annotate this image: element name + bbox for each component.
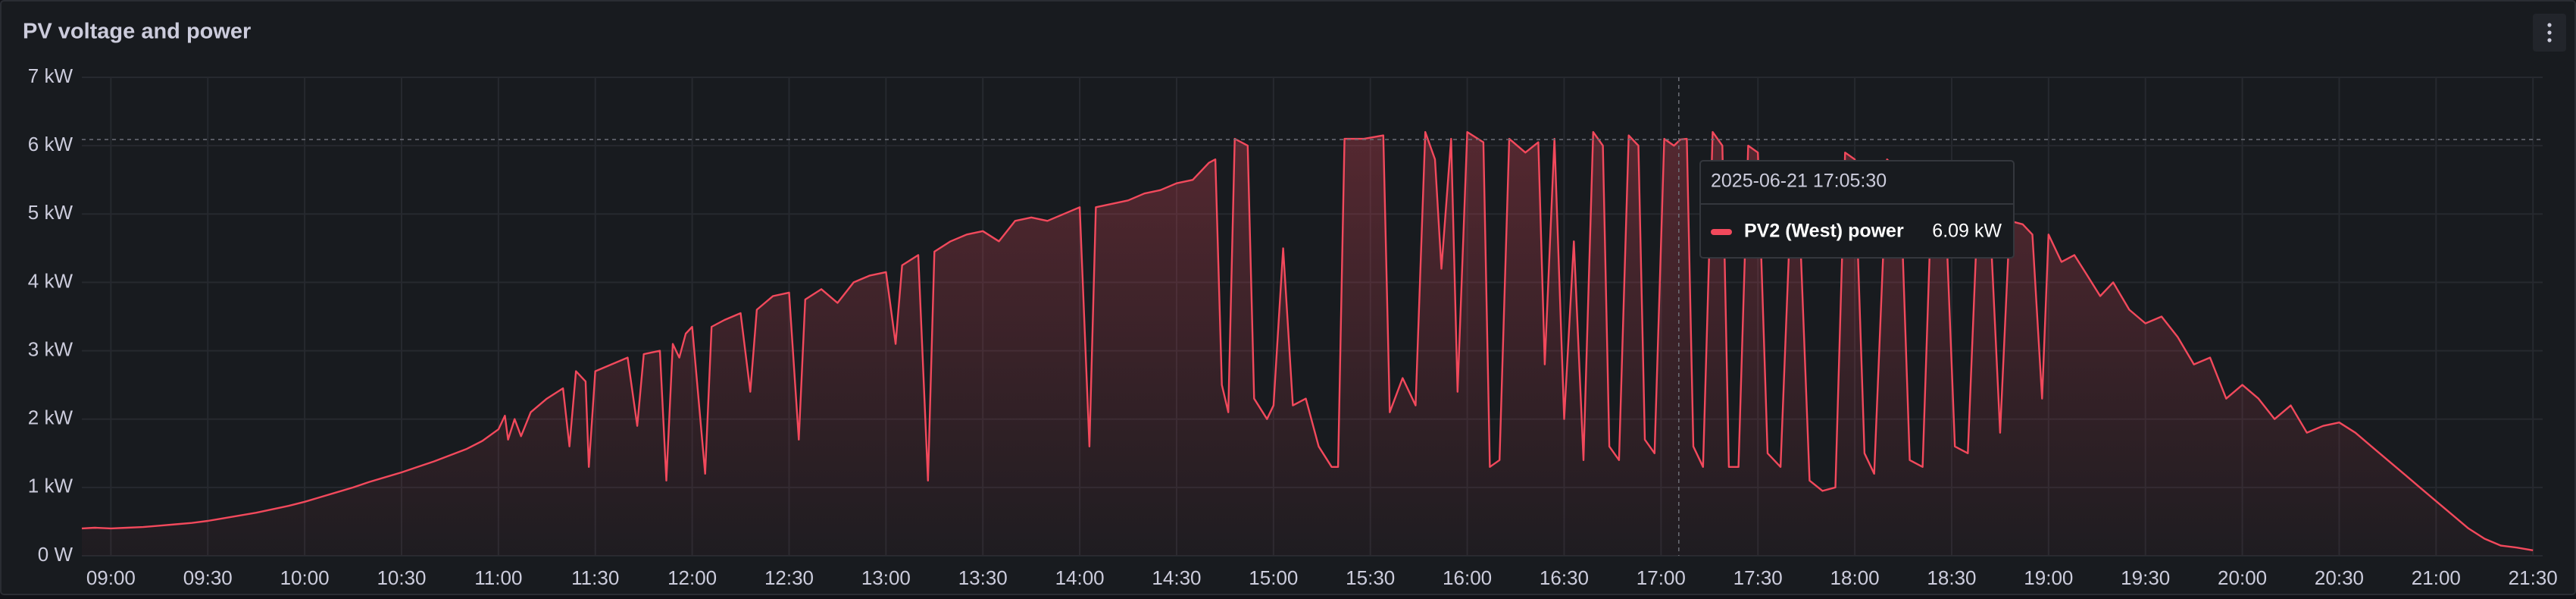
x-tick-label: 18:30 bbox=[1927, 566, 1976, 589]
panel-title: PV voltage and power bbox=[23, 20, 251, 44]
x-tick-label: 14:00 bbox=[1055, 566, 1105, 589]
panel-menu[interactable] bbox=[2533, 14, 2566, 52]
menu-dot bbox=[2547, 23, 2552, 27]
x-tick-label: 12:30 bbox=[764, 566, 814, 589]
tooltip-value: 6.09 kW bbox=[1932, 221, 2002, 242]
x-tick-label: 09:30 bbox=[183, 566, 233, 589]
y-tick-label: 1 kW bbox=[28, 475, 73, 497]
y-tick-label: 0 W bbox=[38, 543, 73, 566]
tooltip: 2025-06-21 17:05:30 PV2 (West) power 6.09 … bbox=[1699, 160, 2015, 259]
x-tick-label: 10:30 bbox=[377, 566, 426, 589]
x-tick-label: 11:30 bbox=[571, 566, 619, 589]
plot bbox=[81, 77, 2543, 557]
x-tick-label: 13:00 bbox=[861, 566, 911, 589]
x-tick-label: 20:00 bbox=[2218, 566, 2267, 589]
y-tick-label: 3 kW bbox=[28, 337, 73, 360]
y-tick-label: 2 kW bbox=[28, 406, 73, 429]
menu-dot bbox=[2547, 38, 2552, 42]
x-tick-label: 20:30 bbox=[2315, 566, 2364, 589]
x-tick-label: 12:00 bbox=[667, 566, 717, 589]
x-tick-label: 21:00 bbox=[2412, 566, 2461, 589]
legend-swatch bbox=[1711, 229, 1732, 235]
x-tick-label: 21:30 bbox=[2509, 566, 2558, 589]
x-tick-label: 16:00 bbox=[1443, 566, 1492, 589]
tooltip-time: 2025-06-21 17:05:30 bbox=[1711, 171, 1887, 192]
x-tick-label: 11:00 bbox=[474, 566, 522, 589]
x-tick-label: 16:30 bbox=[1540, 566, 1589, 589]
y-tick-label: 6 kW bbox=[28, 133, 73, 155]
legend-name: PV2 (West) power bbox=[1744, 221, 1904, 242]
series-area bbox=[82, 132, 2534, 557]
x-tick-label: 14:30 bbox=[1152, 566, 1201, 589]
x-tick-label: 17:30 bbox=[1733, 566, 1783, 589]
x-tick-label: 10:00 bbox=[280, 566, 330, 589]
y-tick-label: 5 kW bbox=[28, 201, 73, 224]
x-tick-label: 15:00 bbox=[1249, 566, 1298, 589]
x-tick-label: 17:00 bbox=[1637, 566, 1686, 589]
x-tick-label: 19:30 bbox=[2121, 566, 2170, 589]
x-tick-label: 09:00 bbox=[86, 566, 136, 589]
tooltip-box bbox=[1699, 160, 2015, 259]
menu-dot bbox=[2547, 30, 2552, 35]
x-tick-label: 15:30 bbox=[1346, 566, 1395, 589]
x-tick-label: 18:00 bbox=[1830, 566, 1880, 589]
axes: 0 W 1 kW 2 kW 3 kW 4 kW 5 kW 6 kW 7 kW 09:00 09:3… bbox=[28, 64, 2558, 589]
y-tick-label: 4 kW bbox=[28, 269, 73, 292]
series-line bbox=[81, 130, 2534, 551]
x-tick-label: 13:30 bbox=[958, 566, 1008, 589]
x-tick-label: 19:00 bbox=[2024, 566, 2073, 589]
y-tick-label: 7 kW bbox=[28, 64, 73, 87]
